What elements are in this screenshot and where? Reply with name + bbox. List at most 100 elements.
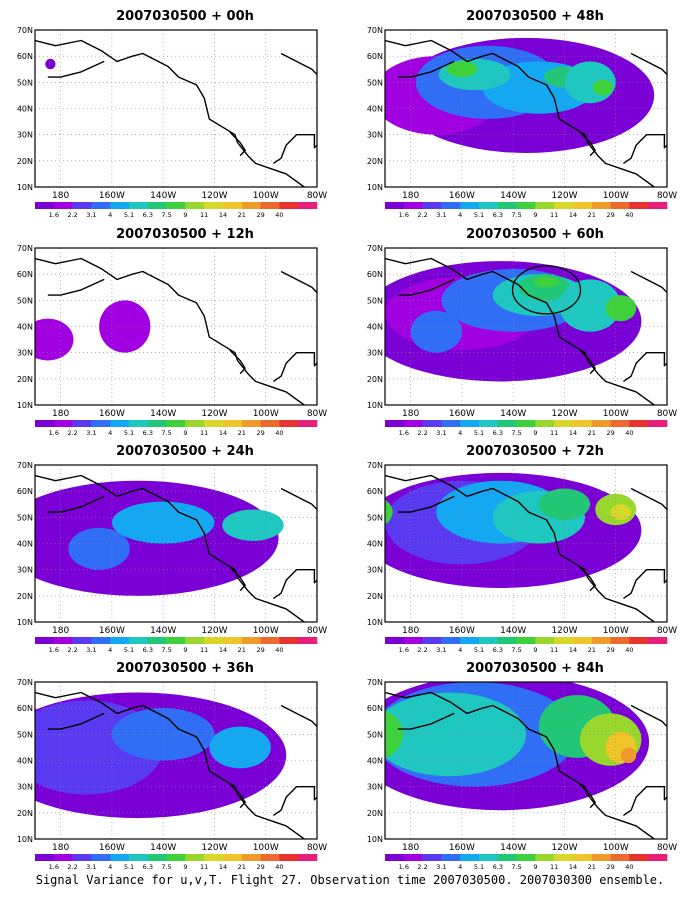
coastline [273, 133, 317, 164]
latitude-label: 60N [17, 52, 33, 61]
longitude-label: 120W [551, 843, 577, 853]
map-svg: 70N 60N 50N 40N 30N 20N 10N 180 160W 140W 120W 100W… [365, 678, 677, 871]
coastline [579, 783, 596, 809]
latitude-label: 40N [367, 105, 383, 114]
colorbar-label: 7.5 [161, 429, 171, 437]
colorbar-label: 9 [533, 646, 537, 654]
coastline [397, 278, 455, 296]
map-frame [34, 247, 318, 406]
variance-contour [410, 310, 462, 353]
map-svg: 70N 60N 50N 40N 30N 20N 10N 180 160W 140W 120W 100W… [17, 461, 327, 654]
colorbar-label: 4 [108, 646, 112, 654]
coastline [630, 270, 667, 294]
colorbar-swatch [223, 202, 243, 209]
colorbar-label: 1.6 [399, 646, 409, 654]
longitude-label: 100W [253, 843, 279, 853]
longitude-label: 80W [657, 191, 677, 201]
latitude-label: 70N [367, 678, 383, 687]
variance-contour [559, 279, 621, 332]
colorbar-swatch [53, 202, 73, 209]
colorbar-swatch [573, 420, 593, 427]
map-panel: 2007030500 + 72h 70N 60N 50N 40N 30N 20N 10N 180… [365, 440, 700, 660]
panel-title: 2007030500 + 12h [116, 227, 254, 242]
colorbar-swatch [147, 854, 167, 861]
colorbar-label: 6.3 [143, 646, 153, 654]
coastline [280, 270, 317, 294]
variance-contour [385, 692, 526, 777]
colorbar-label: 21 [238, 863, 246, 871]
latitude-label: 20N [17, 375, 33, 384]
longitude-label: 140W [150, 843, 176, 853]
colorbar-label: 2.2 [417, 211, 427, 219]
colorbar-label: 5.1 [474, 646, 484, 654]
latitude-label: 30N [17, 783, 33, 792]
colorbar-label: 11 [550, 646, 558, 654]
latitude-label: 40N [17, 540, 33, 549]
longitude-label: 100W [603, 843, 629, 853]
colorbar-swatch [441, 420, 461, 427]
colorbar-swatch [403, 854, 423, 861]
coastline [229, 131, 246, 157]
colorbar-swatch [573, 202, 593, 209]
panel-title: 2007030500 + 24h [116, 444, 254, 459]
latitude-label: 60N [367, 704, 383, 713]
map-svg: 70N 60N 50N 40N 30N 20N 10N 180 160W 140W 120W 100W… [367, 461, 677, 654]
variance-field [385, 248, 667, 405]
latitude-label: 20N [17, 809, 33, 818]
latitude-label: 10N [367, 183, 383, 192]
variance-field [365, 682, 667, 839]
longitude-label: 100W [603, 409, 629, 419]
colorbar-label: 21 [588, 211, 596, 219]
colorbar-label: 1.6 [49, 863, 59, 871]
colorbar-label: 9 [533, 863, 537, 871]
colorbar-label: 7.5 [511, 646, 521, 654]
colorbar-swatch [279, 637, 299, 644]
colorbar-label: 40 [625, 211, 633, 219]
colorbar-label: 2.2 [67, 646, 77, 654]
longitude-label: 140W [500, 409, 526, 419]
colorbar-swatch [260, 420, 280, 427]
colorbar-swatch [497, 637, 517, 644]
colorbar-swatch [591, 420, 611, 427]
colorbar-swatch [535, 854, 555, 861]
longitude-label: 140W [150, 191, 176, 201]
colorbar-swatch [516, 637, 536, 644]
variance-field [35, 30, 317, 187]
map-panel: 2007030500 + 36h 70N 60N 50N 40N 30N 20N 10N 180… [15, 657, 355, 877]
colorbar-label: 14 [569, 211, 577, 219]
coastline [47, 60, 105, 78]
latitude-label: 50N [367, 78, 383, 87]
coastline [630, 52, 667, 76]
colorbar-swatch [573, 637, 593, 644]
colorbar-swatch [422, 202, 442, 209]
coastline [630, 704, 667, 728]
latitude-label: 70N [367, 26, 383, 35]
colorbar-label: 29 [256, 429, 264, 437]
latitude-label: 50N [367, 513, 383, 522]
colorbar-label: 11 [200, 211, 208, 219]
coastline [35, 474, 305, 622]
map-frame [384, 681, 668, 840]
colorbar-label: 11 [200, 429, 208, 437]
colorbar-label: 6.3 [143, 429, 153, 437]
figure-caption: Signal Variance for u,v,T. Flight 27. Ob… [35, 873, 665, 887]
colorbar-label: 14 [569, 863, 577, 871]
variance-contour [35, 318, 74, 361]
colorbar-label: 11 [550, 429, 558, 437]
panel-title: 2007030500 + 72h [466, 444, 604, 459]
longitude-label: 80W [657, 843, 677, 853]
variance-contour [365, 737, 370, 758]
colorbar-swatch [260, 637, 280, 644]
latitude-label: 40N [17, 105, 33, 114]
latitude-label: 50N [367, 296, 383, 305]
colorbar-label: 2.2 [67, 429, 77, 437]
colorbar-label: 5.1 [124, 863, 134, 871]
coastline [397, 60, 455, 78]
map-panel: 2007030500 + 84h 70N 60N 50N 40N 30N 20N 10N 180… [365, 657, 700, 877]
colorbar-label: 29 [606, 863, 614, 871]
longitude-label: 120W [551, 191, 577, 201]
longitude-label: 160W [99, 191, 125, 201]
colorbar-label: 29 [256, 646, 264, 654]
colorbar-label: 4 [458, 211, 462, 219]
coastline [35, 691, 305, 839]
